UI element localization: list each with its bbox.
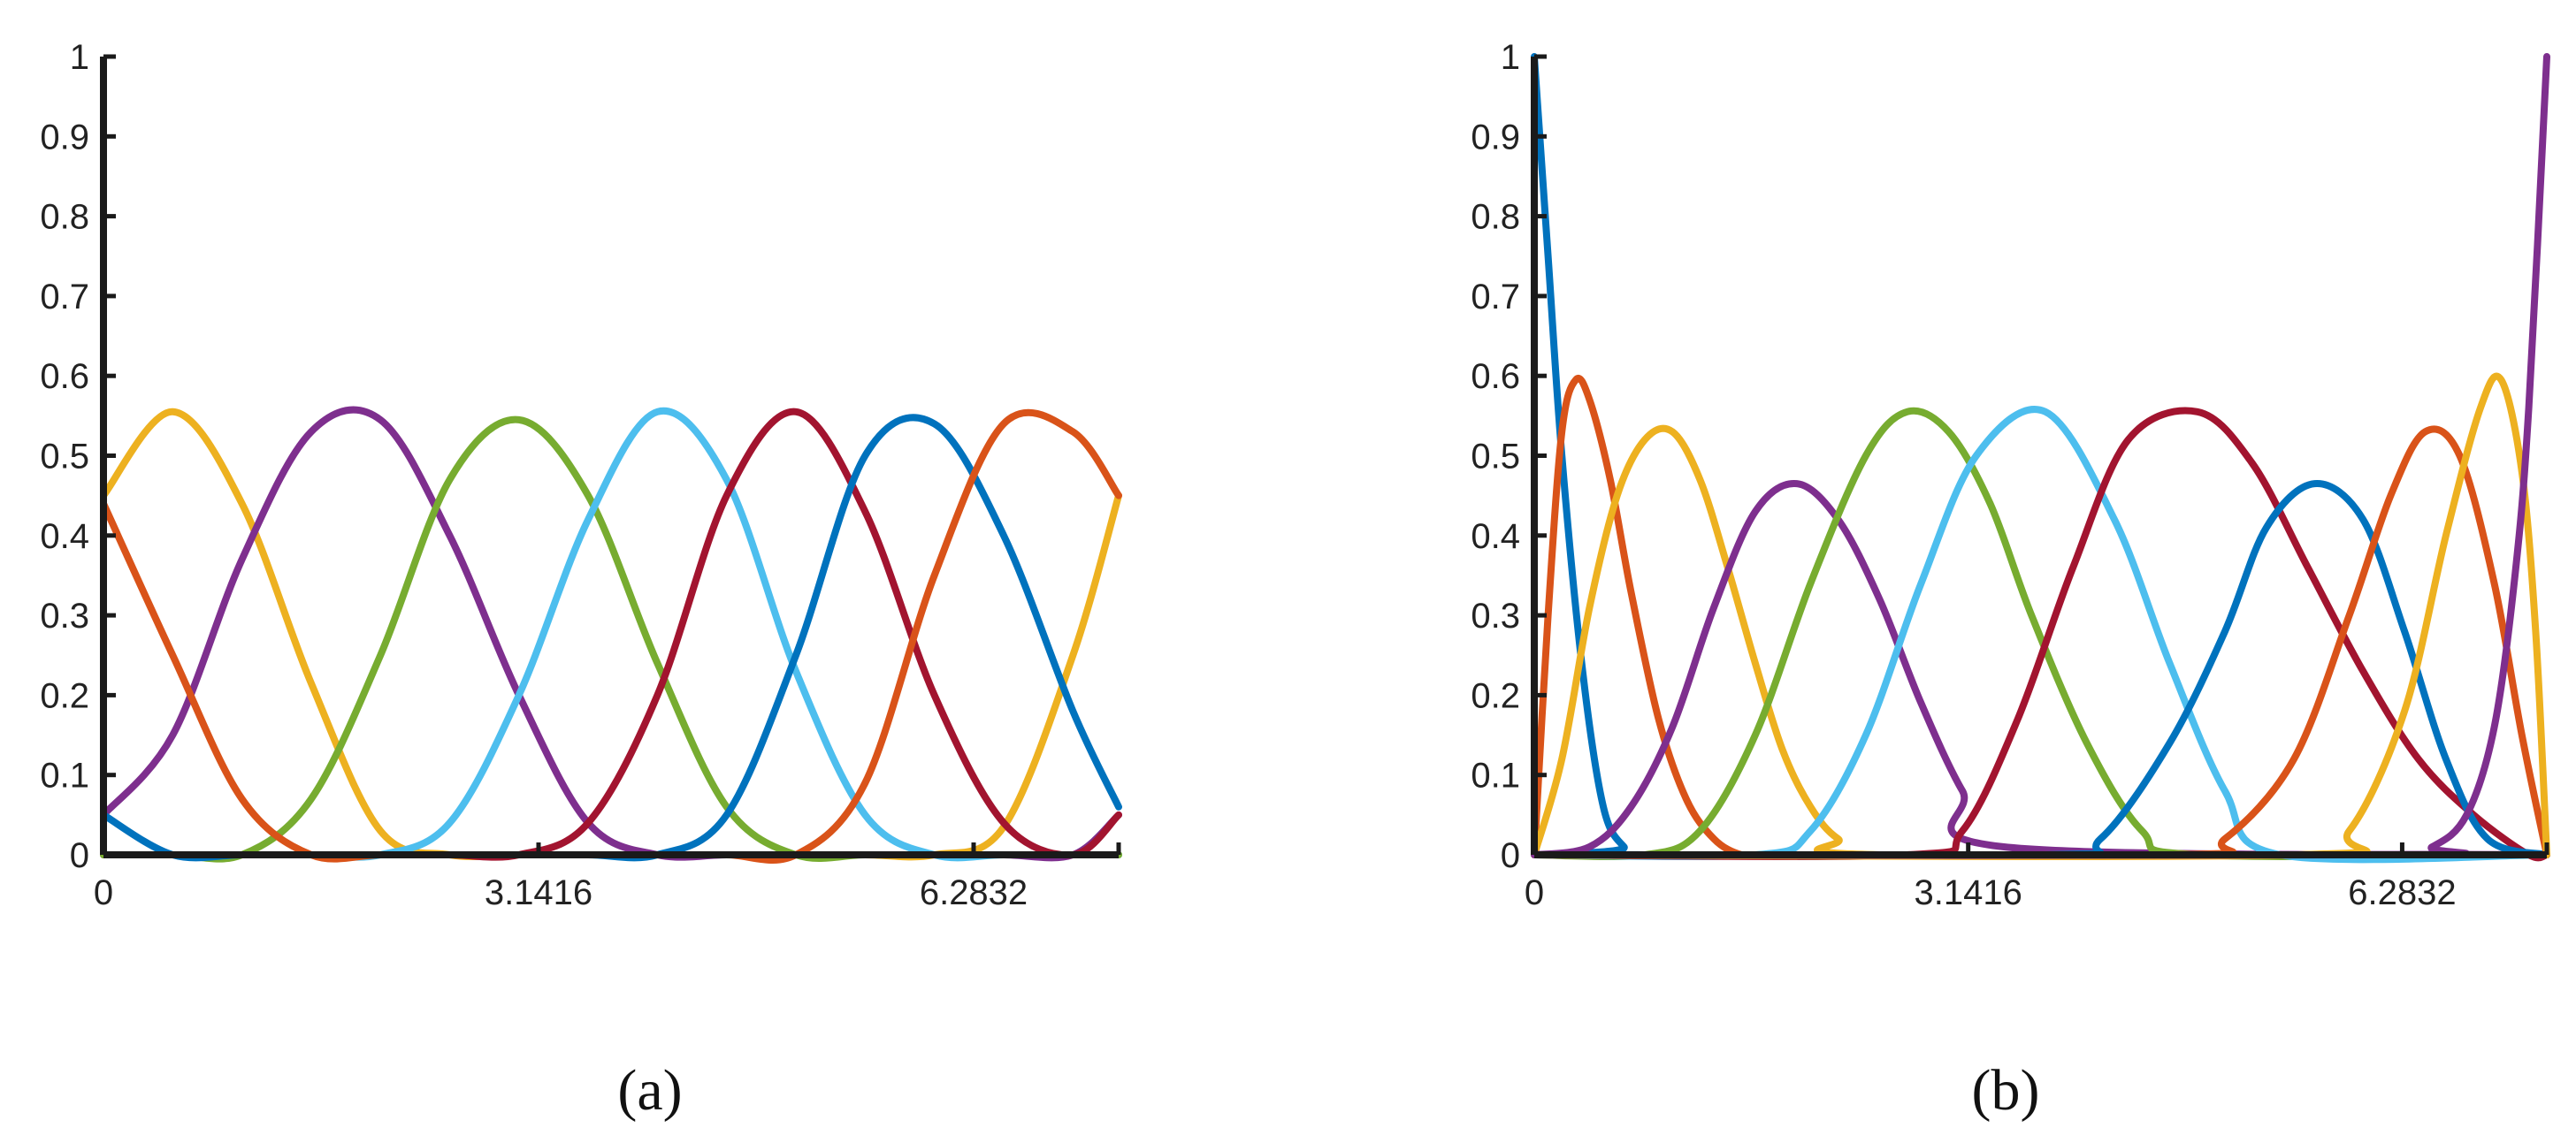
panel-b-chart: 0 0.1 0.2 0.3 0.4 0.5 0.6 0.7 0.8 0.9 1 0 3.1416 6.28… — [1471, 38, 2550, 1123]
y-tick-label: 0.8 — [1471, 198, 1520, 237]
y-tick-label: 1 — [1501, 38, 1520, 77]
x-tick-label: 3.1416 — [485, 873, 592, 912]
y-tick-label: 0.2 — [1471, 676, 1520, 715]
y-tick-label: 0.1 — [40, 757, 89, 796]
y-tick-label: 0.6 — [40, 357, 89, 396]
y-tick-label: 0.5 — [1471, 438, 1520, 476]
y-tick-label: 0.3 — [40, 597, 89, 636]
x-tick-label: 6.2832 — [920, 873, 1028, 912]
series-b-5-green-line — [1531, 407, 2550, 860]
panel-caption: (b) — [1972, 1058, 2040, 1123]
y-tick-label: 0.7 — [1471, 278, 1520, 316]
y-tick-label: 0.4 — [1471, 517, 1520, 556]
y-tick-label: 0.6 — [1471, 357, 1520, 396]
x-tick-label: 0 — [94, 873, 113, 912]
x-tick-label: 3.1416 — [1915, 873, 2022, 912]
y-tick-label: 0 — [1501, 836, 1520, 875]
y-tick-label: 1 — [70, 38, 89, 77]
x-tick-label: 6.2832 — [2348, 873, 2456, 912]
y-tick-label: 0.8 — [40, 198, 89, 237]
y-tick-label: 0.9 — [1471, 118, 1520, 156]
y-tick-label: 0.1 — [1471, 757, 1520, 796]
y-tick-label: 0.4 — [40, 517, 89, 556]
y-tick-label: 0.5 — [40, 438, 89, 476]
y-tick-label: 0.9 — [40, 118, 89, 156]
y-tick-label: 0.3 — [1471, 597, 1520, 636]
y-tick-label: 0.7 — [40, 278, 89, 316]
y-tick-label: 0 — [70, 836, 89, 875]
panel-a-chart: 0 0.1 0.2 0.3 0.4 0.5 0.6 0.7 0.8 0.9 1 0 3.1416 6.28… — [40, 38, 1122, 1123]
y-tick-label: 0.2 — [40, 676, 89, 715]
series-b-7-red-line — [1531, 407, 2550, 862]
x-tick-label: 0 — [1525, 873, 1544, 912]
panel-caption: (a) — [617, 1058, 682, 1123]
